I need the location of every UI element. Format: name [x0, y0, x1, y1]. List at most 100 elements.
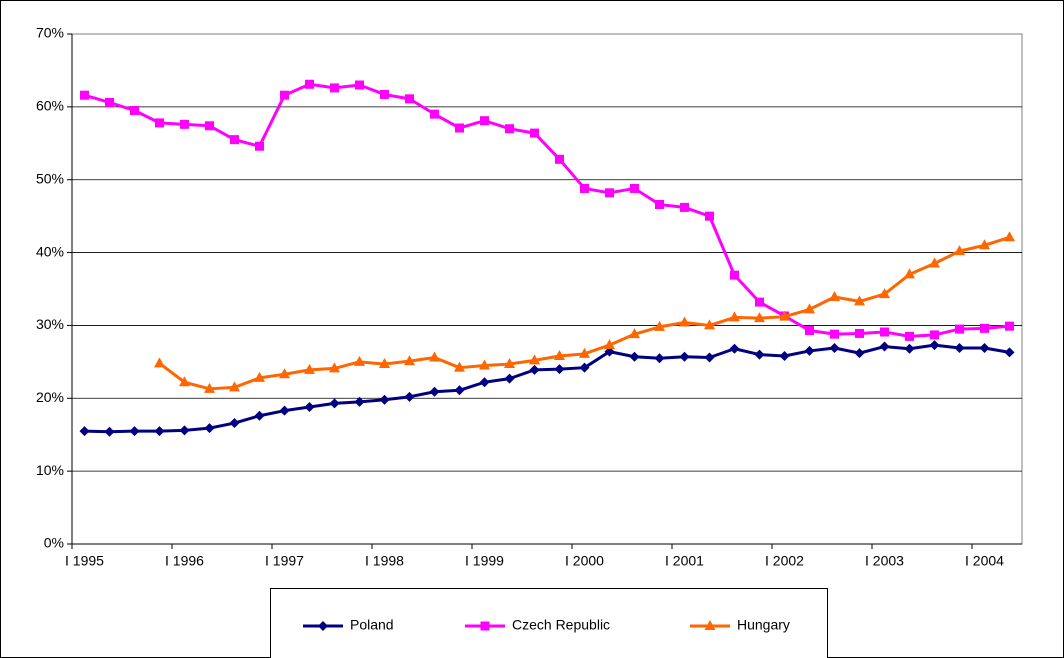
point-marker: [254, 371, 265, 382]
point-marker: [454, 385, 465, 396]
point-marker: [154, 426, 165, 437]
point-marker: [179, 376, 190, 387]
point-marker: [930, 330, 939, 340]
point-marker: [104, 426, 115, 437]
point-marker: [604, 346, 615, 357]
point-marker: [705, 211, 714, 221]
point-marker: [329, 398, 340, 409]
point-marker: [155, 118, 164, 128]
point-marker: [854, 348, 865, 359]
point-marker: [504, 373, 515, 384]
point-marker: [480, 116, 489, 126]
point-marker: [779, 351, 790, 362]
y-tick-label: 30%: [36, 316, 64, 332]
point-marker: [605, 188, 614, 198]
point-marker: [854, 295, 865, 306]
plot-area: [71, 33, 1023, 545]
point-marker: [580, 183, 589, 193]
point-marker: [205, 121, 214, 131]
legend-label: Hungary: [737, 617, 790, 633]
point-marker: [430, 109, 439, 119]
point-marker: [829, 343, 840, 354]
point-marker: [654, 320, 665, 331]
point-marker: [905, 331, 914, 341]
point-marker: [754, 349, 765, 360]
y-tick-label: 10%: [36, 462, 64, 478]
point-marker: [304, 402, 315, 413]
x-tick-label: I 2004: [965, 553, 1004, 569]
point-marker: [279, 368, 290, 379]
point-marker: [204, 423, 215, 434]
x-tick-label: I 2003: [865, 553, 904, 569]
point-marker: [704, 319, 715, 330]
point-marker: [929, 340, 940, 351]
point-marker: [454, 361, 465, 372]
point-marker: [180, 119, 189, 129]
point-marker: [455, 123, 464, 133]
point-marker: [654, 353, 665, 364]
point-marker: [855, 328, 864, 338]
point-marker: [805, 326, 814, 336]
x-tick-label: I 1999: [465, 553, 504, 569]
point-marker: [729, 343, 740, 354]
point-marker: [879, 341, 890, 352]
x-tick-label: I 1996: [165, 553, 204, 569]
point-marker: [80, 90, 89, 100]
point-marker: [129, 426, 140, 437]
point-marker: [354, 396, 365, 407]
point-marker: [880, 327, 889, 337]
y-tick-label: 70%: [36, 25, 64, 41]
point-marker: [229, 381, 240, 392]
point-marker: [554, 350, 565, 361]
point-marker: [679, 316, 690, 327]
point-marker: [229, 418, 240, 429]
x-tick-label: I 1997: [265, 553, 304, 569]
point-marker: [579, 347, 590, 358]
point-marker: [255, 141, 264, 151]
point-marker: [779, 310, 790, 321]
point-marker: [79, 426, 90, 437]
x-tick-label: I 1998: [365, 553, 404, 569]
series-line: [84, 343, 1010, 434]
point-marker: [755, 297, 764, 307]
x-tick-label: I 1995: [65, 553, 104, 569]
point-marker: [329, 362, 340, 373]
point-marker: [429, 386, 440, 397]
point-marker: [280, 90, 289, 100]
point-marker: [830, 329, 839, 339]
point-marker: [380, 89, 389, 99]
point-marker: [154, 357, 165, 368]
point-marker: [505, 124, 514, 134]
point-marker: [955, 324, 964, 334]
point-marker: [254, 410, 265, 421]
point-marker: [404, 391, 415, 402]
point-marker: [729, 311, 740, 322]
point-marker: [529, 364, 540, 375]
point-marker: [979, 343, 990, 354]
point-marker: [130, 106, 139, 115]
legend-label: Czech Republic: [512, 617, 610, 633]
y-tick-label: 0%: [44, 535, 64, 551]
point-marker: [379, 358, 390, 369]
point-marker: [704, 352, 715, 363]
point-marker: [279, 405, 290, 416]
x-tick-label: I 2002: [765, 553, 804, 569]
point-marker: [429, 351, 440, 362]
point-marker: [204, 382, 215, 393]
point-marker: [954, 343, 965, 354]
y-tick-label: 20%: [36, 389, 64, 405]
legend-marker: [704, 620, 716, 630]
point-marker: [479, 359, 490, 370]
point-marker: [804, 345, 815, 356]
legend-label: Poland: [350, 617, 394, 633]
point-marker: [904, 268, 915, 279]
point-marker: [179, 425, 190, 436]
legend-marker: [318, 621, 328, 631]
point-marker: [579, 362, 590, 373]
point-marker: [730, 270, 739, 280]
point-marker: [355, 80, 364, 90]
point-marker: [330, 83, 339, 93]
point-marker: [629, 328, 640, 339]
point-marker: [105, 97, 114, 107]
